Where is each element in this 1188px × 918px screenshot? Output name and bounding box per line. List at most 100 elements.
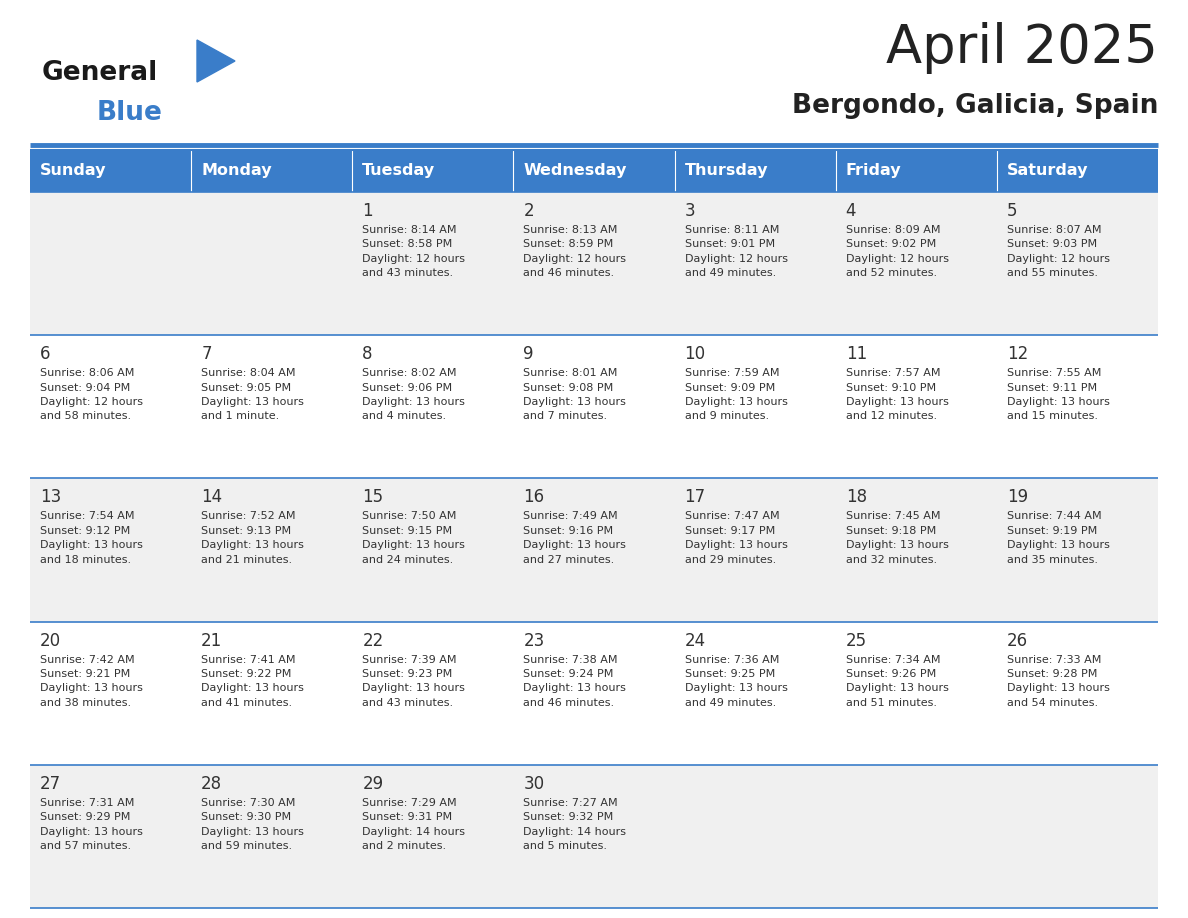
Text: 30: 30 xyxy=(524,775,544,793)
Bar xyxy=(353,150,513,192)
Bar xyxy=(353,192,513,335)
Bar xyxy=(30,765,191,908)
Text: 15: 15 xyxy=(362,488,384,507)
Text: 17: 17 xyxy=(684,488,706,507)
Text: 25: 25 xyxy=(846,632,867,650)
Text: 20: 20 xyxy=(40,632,61,650)
Bar xyxy=(353,765,513,908)
Bar xyxy=(353,478,513,621)
Text: Sunrise: 8:02 AM
Sunset: 9:06 PM
Daylight: 13 hours
and 4 minutes.: Sunrise: 8:02 AM Sunset: 9:06 PM Dayligh… xyxy=(362,368,466,421)
Text: 12: 12 xyxy=(1007,345,1028,364)
Bar xyxy=(513,765,675,908)
Text: Sunrise: 7:36 AM
Sunset: 9:25 PM
Daylight: 13 hours
and 49 minutes.: Sunrise: 7:36 AM Sunset: 9:25 PM Dayligh… xyxy=(684,655,788,708)
Text: Sunday: Sunday xyxy=(40,163,107,178)
Bar xyxy=(513,192,675,335)
Text: 6: 6 xyxy=(40,345,51,364)
Text: Sunrise: 7:47 AM
Sunset: 9:17 PM
Daylight: 13 hours
and 29 minutes.: Sunrise: 7:47 AM Sunset: 9:17 PM Dayligh… xyxy=(684,511,788,565)
Bar xyxy=(191,621,353,765)
Bar xyxy=(30,150,191,192)
Bar xyxy=(30,621,191,765)
Text: Monday: Monday xyxy=(201,163,272,178)
Bar xyxy=(191,150,353,192)
Text: Sunrise: 7:42 AM
Sunset: 9:21 PM
Daylight: 13 hours
and 38 minutes.: Sunrise: 7:42 AM Sunset: 9:21 PM Dayligh… xyxy=(40,655,143,708)
Text: 1: 1 xyxy=(362,202,373,220)
Bar xyxy=(835,478,997,621)
Text: 29: 29 xyxy=(362,775,384,793)
Bar xyxy=(675,765,835,908)
Text: 10: 10 xyxy=(684,345,706,364)
Text: Sunrise: 7:38 AM
Sunset: 9:24 PM
Daylight: 13 hours
and 46 minutes.: Sunrise: 7:38 AM Sunset: 9:24 PM Dayligh… xyxy=(524,655,626,708)
Text: Sunrise: 7:31 AM
Sunset: 9:29 PM
Daylight: 13 hours
and 57 minutes.: Sunrise: 7:31 AM Sunset: 9:29 PM Dayligh… xyxy=(40,798,143,851)
Text: Sunrise: 7:29 AM
Sunset: 9:31 PM
Daylight: 14 hours
and 2 minutes.: Sunrise: 7:29 AM Sunset: 9:31 PM Dayligh… xyxy=(362,798,466,851)
Text: 8: 8 xyxy=(362,345,373,364)
Text: 13: 13 xyxy=(40,488,62,507)
Text: 28: 28 xyxy=(201,775,222,793)
Text: 2: 2 xyxy=(524,202,535,220)
Text: Wednesday: Wednesday xyxy=(524,163,627,178)
Text: 22: 22 xyxy=(362,632,384,650)
Text: 9: 9 xyxy=(524,345,533,364)
Bar xyxy=(675,621,835,765)
Bar xyxy=(835,150,997,192)
Text: April 2025: April 2025 xyxy=(886,22,1158,74)
Text: 18: 18 xyxy=(846,488,867,507)
Text: Sunrise: 8:01 AM
Sunset: 9:08 PM
Daylight: 13 hours
and 7 minutes.: Sunrise: 8:01 AM Sunset: 9:08 PM Dayligh… xyxy=(524,368,626,421)
Bar xyxy=(675,192,835,335)
Text: Sunrise: 7:52 AM
Sunset: 9:13 PM
Daylight: 13 hours
and 21 minutes.: Sunrise: 7:52 AM Sunset: 9:13 PM Dayligh… xyxy=(201,511,304,565)
Text: General: General xyxy=(42,60,158,86)
Bar xyxy=(997,621,1158,765)
Text: 3: 3 xyxy=(684,202,695,220)
Bar xyxy=(513,478,675,621)
Text: Sunrise: 7:50 AM
Sunset: 9:15 PM
Daylight: 13 hours
and 24 minutes.: Sunrise: 7:50 AM Sunset: 9:15 PM Dayligh… xyxy=(362,511,466,565)
Text: Sunrise: 8:11 AM
Sunset: 9:01 PM
Daylight: 12 hours
and 49 minutes.: Sunrise: 8:11 AM Sunset: 9:01 PM Dayligh… xyxy=(684,225,788,278)
Bar xyxy=(513,150,675,192)
Text: Sunrise: 7:55 AM
Sunset: 9:11 PM
Daylight: 13 hours
and 15 minutes.: Sunrise: 7:55 AM Sunset: 9:11 PM Dayligh… xyxy=(1007,368,1110,421)
Text: Friday: Friday xyxy=(846,163,902,178)
Text: Thursday: Thursday xyxy=(684,163,769,178)
Bar xyxy=(997,335,1158,478)
Bar xyxy=(835,765,997,908)
Text: Sunrise: 7:27 AM
Sunset: 9:32 PM
Daylight: 14 hours
and 5 minutes.: Sunrise: 7:27 AM Sunset: 9:32 PM Dayligh… xyxy=(524,798,626,851)
Text: 4: 4 xyxy=(846,202,857,220)
Bar xyxy=(513,335,675,478)
Bar xyxy=(30,478,191,621)
Bar xyxy=(835,621,997,765)
Text: 5: 5 xyxy=(1007,202,1017,220)
Text: 7: 7 xyxy=(201,345,211,364)
Bar xyxy=(353,621,513,765)
Text: Blue: Blue xyxy=(97,100,163,126)
Text: Sunrise: 8:04 AM
Sunset: 9:05 PM
Daylight: 13 hours
and 1 minute.: Sunrise: 8:04 AM Sunset: 9:05 PM Dayligh… xyxy=(201,368,304,421)
Text: Sunrise: 7:30 AM
Sunset: 9:30 PM
Daylight: 13 hours
and 59 minutes.: Sunrise: 7:30 AM Sunset: 9:30 PM Dayligh… xyxy=(201,798,304,851)
Bar xyxy=(675,478,835,621)
Text: Sunrise: 7:44 AM
Sunset: 9:19 PM
Daylight: 13 hours
and 35 minutes.: Sunrise: 7:44 AM Sunset: 9:19 PM Dayligh… xyxy=(1007,511,1110,565)
Bar xyxy=(191,478,353,621)
Bar xyxy=(30,335,191,478)
Bar xyxy=(30,192,191,335)
Text: Sunrise: 8:09 AM
Sunset: 9:02 PM
Daylight: 12 hours
and 52 minutes.: Sunrise: 8:09 AM Sunset: 9:02 PM Dayligh… xyxy=(846,225,949,278)
Text: 26: 26 xyxy=(1007,632,1028,650)
Text: 14: 14 xyxy=(201,488,222,507)
Text: Sunrise: 8:14 AM
Sunset: 8:58 PM
Daylight: 12 hours
and 43 minutes.: Sunrise: 8:14 AM Sunset: 8:58 PM Dayligh… xyxy=(362,225,466,278)
Text: 27: 27 xyxy=(40,775,61,793)
Bar xyxy=(191,765,353,908)
Bar xyxy=(353,335,513,478)
Bar xyxy=(997,765,1158,908)
Text: 16: 16 xyxy=(524,488,544,507)
Text: Sunrise: 8:13 AM
Sunset: 8:59 PM
Daylight: 12 hours
and 46 minutes.: Sunrise: 8:13 AM Sunset: 8:59 PM Dayligh… xyxy=(524,225,626,278)
Text: Sunrise: 7:54 AM
Sunset: 9:12 PM
Daylight: 13 hours
and 18 minutes.: Sunrise: 7:54 AM Sunset: 9:12 PM Dayligh… xyxy=(40,511,143,565)
Bar xyxy=(997,478,1158,621)
Text: Sunrise: 7:57 AM
Sunset: 9:10 PM
Daylight: 13 hours
and 12 minutes.: Sunrise: 7:57 AM Sunset: 9:10 PM Dayligh… xyxy=(846,368,948,421)
Bar xyxy=(835,192,997,335)
Bar xyxy=(191,335,353,478)
Text: Tuesday: Tuesday xyxy=(362,163,436,178)
Bar xyxy=(191,192,353,335)
Text: Sunrise: 8:07 AM
Sunset: 9:03 PM
Daylight: 12 hours
and 55 minutes.: Sunrise: 8:07 AM Sunset: 9:03 PM Dayligh… xyxy=(1007,225,1110,278)
Text: Sunrise: 7:45 AM
Sunset: 9:18 PM
Daylight: 13 hours
and 32 minutes.: Sunrise: 7:45 AM Sunset: 9:18 PM Dayligh… xyxy=(846,511,948,565)
Text: Sunrise: 7:39 AM
Sunset: 9:23 PM
Daylight: 13 hours
and 43 minutes.: Sunrise: 7:39 AM Sunset: 9:23 PM Dayligh… xyxy=(362,655,466,708)
Text: Saturday: Saturday xyxy=(1007,163,1088,178)
Text: 24: 24 xyxy=(684,632,706,650)
Text: 11: 11 xyxy=(846,345,867,364)
Text: Sunrise: 7:49 AM
Sunset: 9:16 PM
Daylight: 13 hours
and 27 minutes.: Sunrise: 7:49 AM Sunset: 9:16 PM Dayligh… xyxy=(524,511,626,565)
Text: Sunrise: 7:34 AM
Sunset: 9:26 PM
Daylight: 13 hours
and 51 minutes.: Sunrise: 7:34 AM Sunset: 9:26 PM Dayligh… xyxy=(846,655,948,708)
Text: Sunrise: 8:06 AM
Sunset: 9:04 PM
Daylight: 12 hours
and 58 minutes.: Sunrise: 8:06 AM Sunset: 9:04 PM Dayligh… xyxy=(40,368,143,421)
